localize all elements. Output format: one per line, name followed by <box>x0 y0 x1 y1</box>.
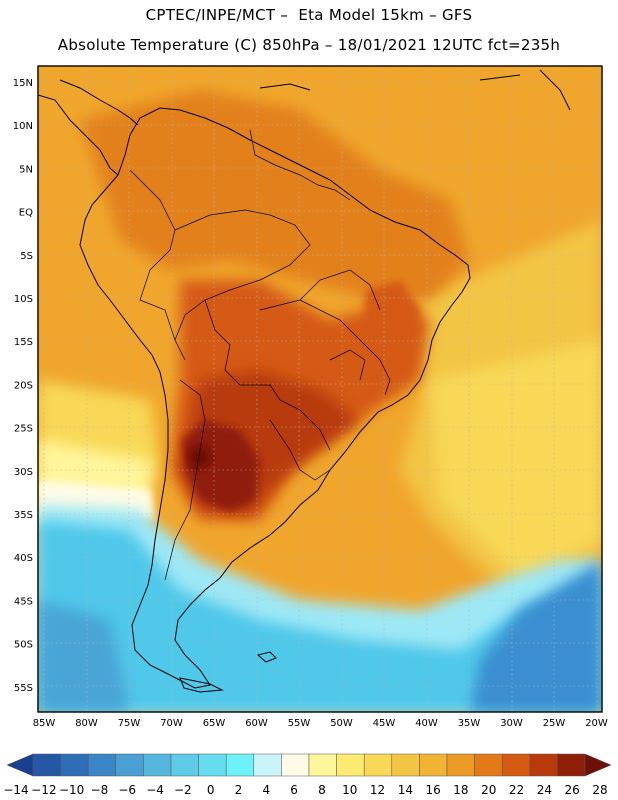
latitude-label: 5S <box>20 251 33 262</box>
caribbean-islands <box>259 69 571 111</box>
temperature-field <box>38 66 602 712</box>
field-atlantic-paleyellow <box>430 340 602 580</box>
colorbar-swatch <box>115 753 144 777</box>
field-north-deep-orange <box>80 90 470 300</box>
colorbar-swatch <box>336 753 365 777</box>
map-frame <box>37 65 603 713</box>
tierra-del-fuego <box>179 677 224 693</box>
field-east-red <box>365 280 420 380</box>
colorbar-swatch <box>474 753 503 777</box>
longitude-label: 50W <box>330 718 353 729</box>
latitude-label: 50S <box>14 640 33 651</box>
colorbar-swatch <box>557 753 586 777</box>
colorbar-label: 16 <box>426 783 441 797</box>
colorbar-label: −10 <box>59 783 84 797</box>
map-title-line-1: CPTEC/INPE/MCT – Eta Model 15km – GFS <box>145 6 473 24</box>
colorbar-swatch <box>143 753 172 777</box>
colorbar-label: 4 <box>262 783 270 797</box>
longitude-label: 85W <box>33 718 56 729</box>
country-borders <box>129 129 391 581</box>
colorbar-label: −14 <box>3 783 28 797</box>
longitude-label: 70W <box>160 718 183 729</box>
latitude-label: 40S <box>14 553 33 564</box>
colorbar-swatch <box>198 753 227 777</box>
falklands <box>256 651 277 663</box>
colorbar-label: −12 <box>31 783 56 797</box>
colorbar-swatch <box>419 753 448 777</box>
latitude-label: 15N <box>13 78 33 89</box>
colorbar-label: 0 <box>207 783 215 797</box>
longitude-label: 75W <box>118 718 141 729</box>
latitude-label: 15S <box>14 337 33 348</box>
colorbar-swatch <box>308 753 337 777</box>
colorbar-label: −4 <box>146 783 164 797</box>
colorbar: −14 −12 −10 −8 −6 −4 −2 0 2 4 6 8 10 12 14 16 18 20 22 24 26… <box>3 753 612 797</box>
longitude-label: 40W <box>415 718 438 729</box>
latitude-labels: 15N 10N 5N EQ 5S 10S 15S 20S 25S 30S 35S 40S 45S 50S 5… <box>13 78 33 694</box>
latitude-label: 35S <box>14 510 33 521</box>
central-america-coast <box>38 79 139 176</box>
colorbar-arrow-high <box>584 753 612 777</box>
latitude-label: 25S <box>14 424 33 435</box>
colorbar-swatch <box>60 753 89 777</box>
colorbar-label: 12 <box>370 783 385 797</box>
longitude-label: 45W <box>373 718 396 729</box>
latitude-label: 20S <box>14 380 33 391</box>
colorbar-swatch <box>281 753 310 777</box>
colorbar-label: 20 <box>481 783 496 797</box>
colorbar-swatch <box>446 753 475 777</box>
longitude-label: 25W <box>543 718 566 729</box>
colorbar-swatch <box>363 753 393 777</box>
south-america-coast <box>79 107 471 689</box>
colorbar-label: 18 <box>453 783 468 797</box>
latitude-label: 55S <box>14 683 33 694</box>
field-south-cold <box>470 560 602 712</box>
colorbar-label: 14 <box>398 783 413 797</box>
colorbar-label: 2 <box>235 783 243 797</box>
latitude-label: 10N <box>13 121 33 132</box>
longitude-label: 60W <box>245 718 268 729</box>
colorbar-label: 28 <box>592 783 607 797</box>
latitude-label: EQ <box>19 208 33 219</box>
latitude-label: 5N <box>19 164 33 175</box>
colorbar-swatch <box>501 753 531 777</box>
colorbar-label: −2 <box>174 783 192 797</box>
colorbar-swatch <box>225 753 255 777</box>
longitude-label: 20W <box>585 718 608 729</box>
colorbar-label: 10 <box>342 783 357 797</box>
latitude-label: 10S <box>14 294 33 305</box>
field-hotspot-core <box>188 445 212 470</box>
colorbar-label: 26 <box>565 783 580 797</box>
longitude-label: 55W <box>288 718 311 729</box>
colorbar-label: 22 <box>509 783 524 797</box>
field-south-cool <box>38 520 602 712</box>
colorbar-swatch <box>170 753 199 777</box>
colorbar-label: 24 <box>537 783 552 797</box>
field-south-cold-west <box>38 600 130 712</box>
colorbar-arrow-low <box>6 753 34 777</box>
longitude-label: 30W <box>500 718 523 729</box>
colorbar-swatch <box>253 753 282 777</box>
latitude-label: 45S <box>14 596 33 607</box>
colorbar-swatch <box>32 753 61 777</box>
colorbar-label: −8 <box>91 783 109 797</box>
colorbar-swatch <box>529 753 558 777</box>
colorbar-label: −6 <box>118 783 136 797</box>
colorbar-label: 6 <box>290 783 298 797</box>
latitude-label: 30S <box>14 467 33 478</box>
longitude-label: 35W <box>458 718 481 729</box>
colorbar-swatch <box>87 753 117 777</box>
map-title-line-2: Absolute Temperature (C) 850hPa – 18/01/… <box>57 36 561 54</box>
colorbar-label: 8 <box>318 783 326 797</box>
coastlines <box>38 69 571 693</box>
longitude-labels: 85W 80W 75W 70W 65W 60W 55W 50W 45W 40W 35W 30W 25W 2… <box>33 718 608 729</box>
longitude-label: 65W <box>203 718 226 729</box>
longitude-label: 80W <box>75 718 98 729</box>
colorbar-swatch <box>391 753 420 777</box>
